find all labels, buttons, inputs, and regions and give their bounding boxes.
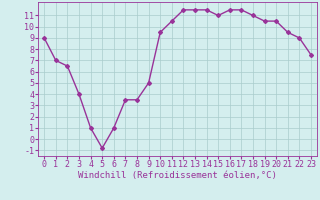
X-axis label: Windchill (Refroidissement éolien,°C): Windchill (Refroidissement éolien,°C) [78,171,277,180]
